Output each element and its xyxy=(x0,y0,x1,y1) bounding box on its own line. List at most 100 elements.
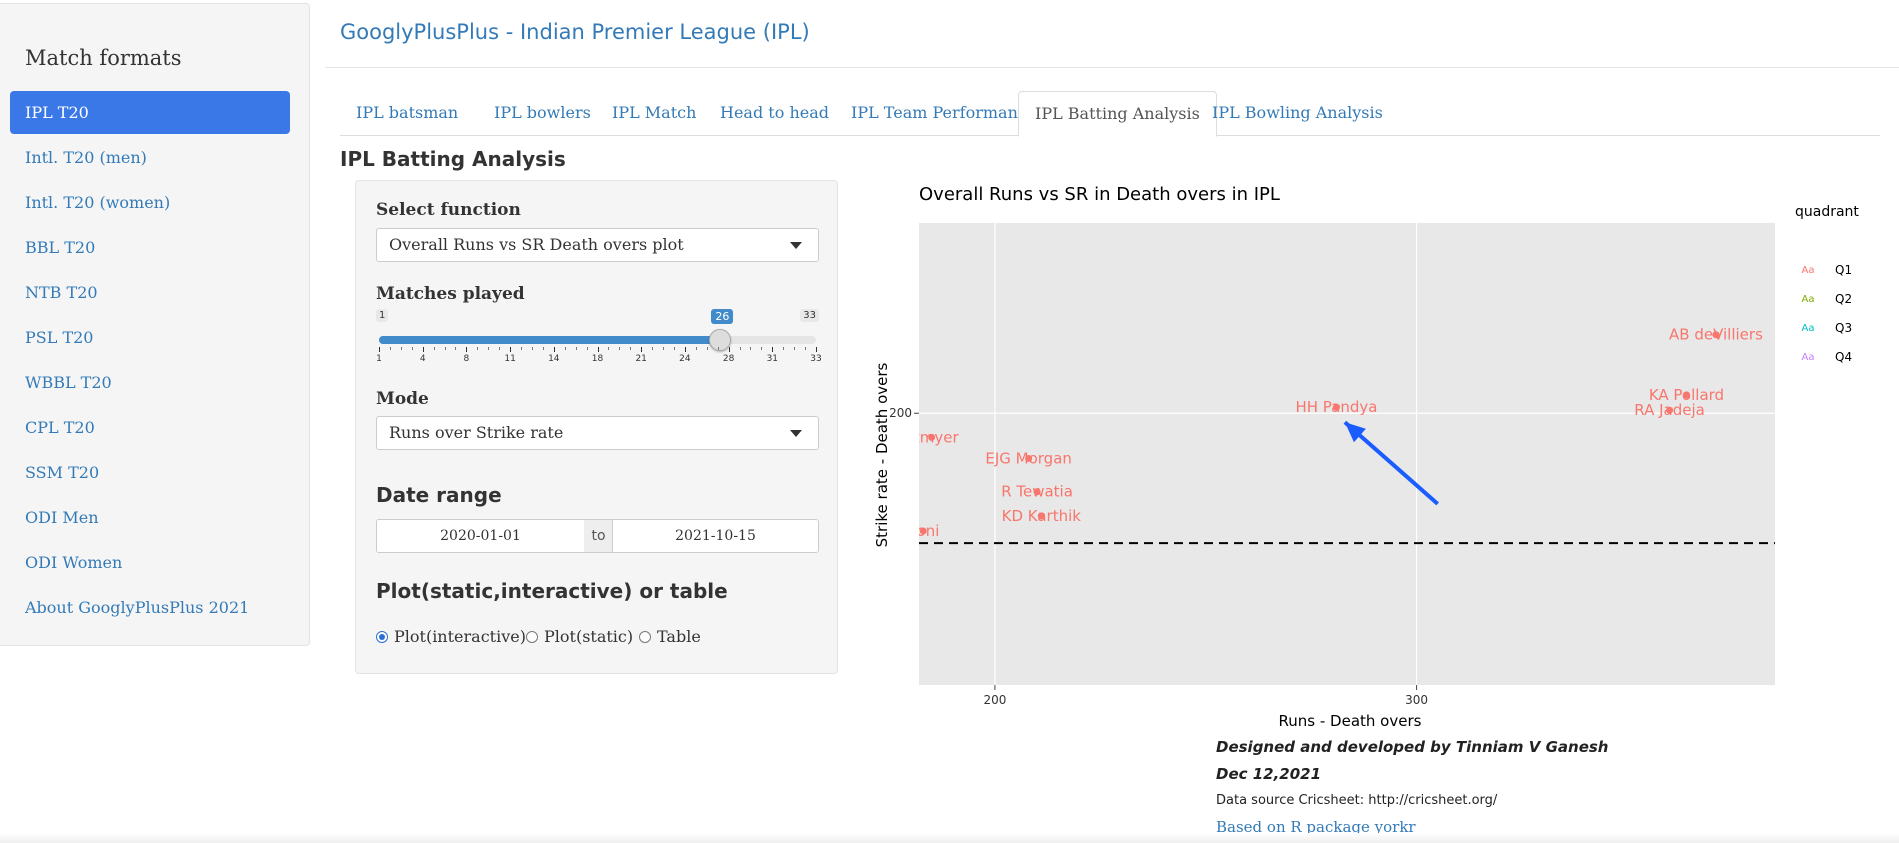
slider-tick-label: 18 xyxy=(591,354,604,364)
data-point xyxy=(1666,406,1674,414)
slider-tick-label: 11 xyxy=(504,354,516,364)
sidebar-item-cpl-t20[interactable]: CPL T20 xyxy=(25,418,95,437)
slider-minor-tick xyxy=(783,347,785,350)
data-point xyxy=(1712,331,1720,339)
date-start-input[interactable]: 2020-01-01 xyxy=(376,519,585,553)
app-title[interactable]: GooglyPlusPlus - Indian Premier League (… xyxy=(340,20,810,44)
radio-plot-interactive-label: Plot(interactive) xyxy=(394,627,526,646)
y-tick-label: 200 xyxy=(889,406,912,420)
slider-minor-tick xyxy=(400,347,402,350)
chart-svg: Overall Runs vs SR in Death overs in IPL… xyxy=(873,184,1859,730)
chart-title: Overall Runs vs SR in Death overs in IPL xyxy=(919,184,1280,205)
chevron-down-icon xyxy=(790,430,802,437)
select-function-label: Select function xyxy=(376,200,521,220)
sidebar-item-psl-t20[interactable]: PSL T20 xyxy=(25,328,94,347)
slider-minor-tick xyxy=(619,347,621,350)
sidebar-item-intl-t20-women[interactable]: Intl. T20 (women) xyxy=(25,193,171,212)
slider-minor-tick xyxy=(411,347,413,350)
sidebar-item-about[interactable]: About GooglyPlusPlus 2021 xyxy=(25,598,250,617)
radio-plot-static[interactable]: Plot(static) xyxy=(526,627,633,646)
radio-unchecked-icon xyxy=(639,631,651,643)
slider-minor-tick xyxy=(455,347,457,350)
tab-bar: IPL batsman IPL bowlers IPL Match Head t… xyxy=(340,91,1880,137)
slider-tick xyxy=(597,347,599,352)
sidebar-list: IPL T20 Intl. T20 (men) Intl. T20 (women… xyxy=(10,91,290,631)
slider-tick xyxy=(684,347,686,352)
legend-title: quadrant xyxy=(1795,204,1859,220)
data-point xyxy=(919,527,927,535)
mode-dropdown[interactable]: Runs over Strike rate xyxy=(376,416,819,450)
data-point-label: HH Pandya xyxy=(1295,398,1377,416)
matches-played-label: Matches played xyxy=(376,284,525,304)
select-function-dropdown[interactable]: Overall Runs vs SR Death overs plot xyxy=(376,228,819,262)
slider-tick-label: 1 xyxy=(376,354,382,364)
slider-minor-tick xyxy=(488,347,490,350)
tab-ipl-team-performance[interactable]: IPL Team Performance xyxy=(851,103,1037,122)
radio-table[interactable]: Table xyxy=(639,627,701,646)
matches-played-slider[interactable]: 1 33 26 1 4 8 11 14 18 21 24 28 31 33 xyxy=(376,309,822,369)
data-point xyxy=(928,433,936,441)
slider-minor-tick xyxy=(739,347,741,350)
slider-minor-tick xyxy=(761,347,763,350)
slider-minor-tick xyxy=(717,347,719,350)
slider-minor-tick xyxy=(794,347,796,350)
legend: Aa Q1 Aa Q2 Aa Q3 Aa Q4 xyxy=(1802,263,1853,364)
date-range-input: 2020-01-01 to 2021-10-15 xyxy=(376,519,819,553)
tab-ipl-batsman[interactable]: IPL batsman xyxy=(356,103,459,122)
slider-tick xyxy=(422,347,424,352)
slider-minor-tick xyxy=(433,347,435,350)
data-point xyxy=(1033,488,1041,496)
sidebar-item-ipl-t20[interactable]: IPL T20 xyxy=(10,91,290,134)
data-point-label: KA Pollard xyxy=(1649,386,1724,404)
slider-tick xyxy=(553,347,555,352)
slider-minor-tick xyxy=(608,347,610,350)
slider-fill xyxy=(379,336,721,344)
tab-ipl-match[interactable]: IPL Match xyxy=(612,103,697,122)
tab-ipl-bowlers[interactable]: IPL bowlers xyxy=(494,103,591,122)
data-point xyxy=(1332,403,1340,411)
sidebar-item-ntb-t20[interactable]: NTB T20 xyxy=(25,283,98,302)
data-point xyxy=(1037,512,1045,520)
slider-tick-label: 21 xyxy=(635,354,647,364)
date-range-label: Date range xyxy=(376,483,502,507)
x-tick-label: 300 xyxy=(1405,693,1428,707)
package-link[interactable]: Based on R package yorkr xyxy=(1216,818,1416,836)
date-end-input[interactable]: 2021-10-15 xyxy=(612,519,819,553)
sidebar-item-intl-t20-men[interactable]: Intl. T20 (men) xyxy=(25,148,147,167)
slider-tick xyxy=(772,347,774,352)
annotation-arrow-line xyxy=(1343,420,1439,506)
slider-minor-tick xyxy=(531,347,533,350)
tab-ipl-bowling-analysis[interactable]: IPL Bowling Analysis xyxy=(1212,103,1383,122)
tab-ipl-batting-analysis[interactable]: IPL Batting Analysis xyxy=(1018,91,1217,137)
x-tick-label: 200 xyxy=(983,693,1006,707)
slider-tick-label: 33 xyxy=(810,354,822,364)
data-point-label: R Tewatia xyxy=(1001,483,1073,501)
legend-label: Q4 xyxy=(1835,350,1852,364)
sidebar-item-ssm-t20[interactable]: SSM T20 xyxy=(25,463,100,482)
designer-credit: Designed and developed by Tinniam V Gane… xyxy=(1216,738,1609,756)
slider-value-label: 26 xyxy=(711,309,734,324)
radio-plot-interactive[interactable]: Plot(interactive) xyxy=(376,627,526,646)
legend-key: Aa xyxy=(1802,323,1815,334)
sidebar-item-bbl-t20[interactable]: BBL T20 xyxy=(25,238,96,257)
y-axis-label: Strike rate - Death overs xyxy=(873,362,891,547)
slider-max-label: 33 xyxy=(800,309,819,322)
data-point xyxy=(1682,391,1690,399)
control-panel: Select function Overall Runs vs SR Death… xyxy=(355,180,838,674)
sidebar-item-odi-women[interactable]: ODI Women xyxy=(25,553,123,572)
date-range-separator: to xyxy=(584,519,613,553)
annotation-arrow-head xyxy=(1344,422,1366,443)
slider-tick xyxy=(816,347,817,352)
runs-vs-sr-chart[interactable]: Overall Runs vs SR in Death overs in IPL… xyxy=(860,180,1899,735)
slider-tick-label: 31 xyxy=(766,354,779,364)
slider-minor-tick xyxy=(499,347,501,350)
slider-minor-tick xyxy=(575,347,577,350)
sidebar-item-odi-men[interactable]: ODI Men xyxy=(25,508,99,527)
legend-label: Q2 xyxy=(1835,292,1852,306)
tab-head-to-head[interactable]: Head to head xyxy=(720,103,829,122)
sidebar-item-wbbl-t20[interactable]: WBBL T20 xyxy=(25,373,112,392)
slider-handle[interactable] xyxy=(709,329,732,351)
slider-minor-tick xyxy=(706,347,708,350)
